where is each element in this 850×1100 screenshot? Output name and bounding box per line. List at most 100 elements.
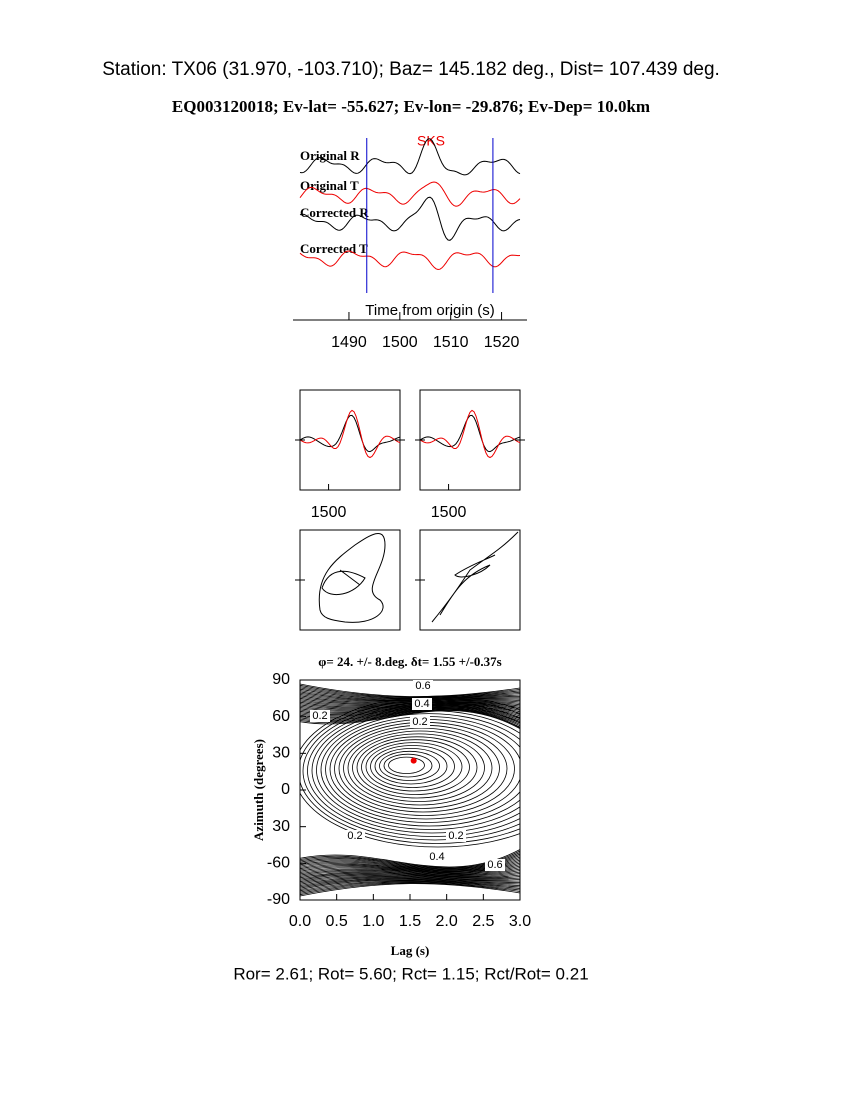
label-bg — [345, 830, 365, 842]
waveform — [299, 250, 521, 271]
contour-label: 0.2 — [448, 830, 463, 842]
contour — [325, 716, 520, 823]
contour — [300, 865, 520, 875]
contour — [300, 709, 520, 728]
contour — [379, 750, 440, 781]
contour — [361, 739, 470, 795]
contour — [300, 703, 520, 711]
contour-label: 0.4 — [414, 698, 429, 710]
x-tick-label: 1500 — [311, 504, 347, 521]
contour — [300, 698, 520, 844]
waveform — [419, 414, 521, 453]
contour — [300, 690, 520, 700]
contour — [300, 686, 520, 699]
contour — [300, 883, 520, 897]
waveform — [299, 409, 401, 459]
contour — [300, 871, 520, 879]
label-bg — [446, 830, 466, 842]
waveform — [299, 414, 401, 453]
contour — [300, 697, 520, 705]
x-tick-label: 1520 — [484, 334, 520, 351]
trace-label: Original R — [300, 148, 360, 163]
contour — [300, 881, 520, 893]
contour — [300, 873, 520, 881]
contour-label: 0.2 — [347, 830, 362, 842]
contour — [374, 748, 448, 785]
trace-label: Corrected T — [300, 241, 368, 256]
event-info: EQ003120018; Ev-lat= -55.627; Ev-lon= -2… — [172, 97, 650, 116]
contour — [300, 868, 520, 876]
contour — [300, 687, 520, 699]
x-tick-label: 1510 — [433, 334, 469, 351]
x-axis-label: Lag (s) — [391, 943, 430, 958]
contour — [300, 684, 520, 698]
x-tick-label: 0.5 — [326, 913, 348, 930]
contour-label: 0.6 — [487, 859, 502, 871]
x-tick-label: 1500 — [431, 504, 467, 521]
contours — [300, 683, 520, 897]
contour — [300, 683, 520, 697]
particle-motion — [431, 531, 519, 623]
y-tick-label: 30 — [272, 818, 290, 835]
x-tick-label: 1.0 — [362, 913, 384, 930]
contour — [388, 756, 425, 774]
contour-label: 0.2 — [312, 710, 327, 722]
y-tick-label: 0 — [281, 781, 290, 798]
station-info: Station: TX06 (31.970, -103.710); Baz= 1… — [102, 59, 720, 80]
x-tick-label: 1490 — [331, 334, 367, 351]
contour — [300, 710, 520, 729]
x-tick-label: 1.5 — [399, 913, 421, 930]
particle-motion — [321, 569, 366, 596]
contour — [300, 875, 520, 884]
contour — [300, 702, 520, 710]
waveform — [299, 196, 521, 241]
trace-label: Original T — [300, 178, 359, 193]
waveform — [299, 138, 521, 176]
contour — [300, 881, 520, 894]
contour — [300, 878, 520, 888]
contour — [300, 870, 520, 877]
contour — [300, 701, 520, 708]
contour — [356, 736, 478, 799]
contour — [300, 874, 520, 883]
contour — [300, 872, 520, 880]
contour — [300, 694, 520, 703]
contour — [300, 877, 520, 886]
phase-label: SKS — [417, 133, 445, 149]
label-bg — [485, 859, 505, 871]
contour — [307, 704, 520, 837]
footer: Ror= 2.61; Rot= 5.60; Rct= 1.15; Rct/Rot… — [233, 964, 588, 983]
contour — [365, 742, 463, 792]
panel-frame — [419, 529, 521, 631]
y-tick-label: -60 — [267, 855, 290, 872]
contour — [300, 878, 520, 889]
contour — [352, 733, 485, 802]
x-tick-label: 1500 — [382, 334, 418, 351]
contour — [300, 700, 520, 707]
contour — [347, 730, 493, 806]
x-tick-label: 3.0 — [509, 913, 531, 930]
x-tick-label: 2.5 — [472, 913, 494, 930]
contour — [300, 867, 520, 875]
x-tick-label: 2.0 — [436, 913, 458, 930]
contour — [300, 688, 520, 700]
contour — [343, 727, 500, 809]
contour — [300, 691, 520, 701]
contour — [300, 876, 520, 885]
best-estimate — [410, 757, 417, 764]
contour-label: 0.4 — [429, 851, 444, 863]
waveform — [299, 181, 521, 207]
contour — [370, 745, 455, 788]
label-bg — [413, 680, 433, 692]
contour — [300, 879, 520, 890]
trace-label: Corrected R — [300, 205, 369, 220]
waveform — [419, 409, 521, 459]
contour — [300, 696, 520, 704]
contour — [320, 713, 520, 827]
y-tick-label: 90 — [272, 671, 290, 688]
y-axis-label: Azimuth (degrees) — [251, 739, 266, 841]
contour — [300, 880, 520, 892]
x-tick-label: 0.0 — [289, 913, 311, 930]
grid-title: φ= 24. +/- 8.deg. δt= 1.55 +/-0.37s — [318, 654, 502, 669]
